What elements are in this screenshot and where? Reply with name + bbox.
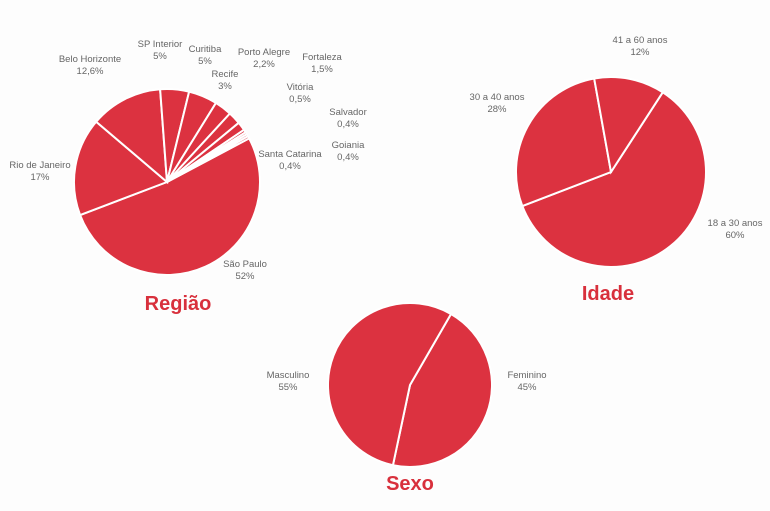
slice-value: 0,5% (289, 94, 311, 105)
pie-slice (94, 88, 169, 185)
slice-value: 0,4% (337, 119, 359, 130)
chart-title: Idade (582, 283, 634, 305)
pie-slice (391, 312, 493, 468)
slice-value: 2,2% (253, 59, 275, 70)
slice-value: 55% (278, 382, 298, 393)
slice-label: Belo Horizonte (59, 54, 121, 65)
chart-title: Região (145, 293, 212, 315)
slice-label: Vitória (287, 82, 314, 93)
slice-label: 30 a 40 anos (470, 92, 525, 103)
slice-label: Fortaleza (302, 52, 342, 63)
slice-label: 18 a 30 anos (708, 218, 763, 229)
pie-slice (515, 77, 613, 208)
pie-slice (327, 302, 453, 467)
slice-value: 0,4% (337, 152, 359, 163)
slice-value: 17% (30, 172, 50, 183)
slice-label: Salvador (329, 107, 367, 118)
pie-slice (73, 120, 169, 217)
slice-label: 41 a 60 anos (613, 35, 668, 46)
slice-label: Rio de Janeiro (9, 160, 70, 171)
slice-value: 45% (517, 382, 537, 393)
slice-value: 60% (725, 230, 745, 241)
slice-value: 52% (235, 271, 255, 282)
slice-label: São Paulo (223, 259, 267, 270)
slice-value: 12,6% (77, 66, 104, 77)
slice-label: Recife (212, 69, 239, 80)
pie-slice (521, 90, 707, 268)
slice-value: 12% (630, 47, 650, 58)
slice-value: 3% (218, 81, 232, 92)
slice-label: SP Interior (138, 39, 183, 50)
slice-value: 5% (153, 51, 167, 62)
slice-value: 1,5% (311, 64, 333, 75)
chart-title: Sexo (386, 473, 434, 495)
slice-label: Porto Alegre (238, 47, 290, 58)
slice-label: Feminino (507, 370, 546, 381)
slice-label: Goiania (332, 140, 365, 151)
slice-value: 0,4% (279, 161, 301, 172)
slice-value: 28% (487, 104, 507, 115)
pie-slice (166, 134, 251, 183)
slice-label: Santa Catarina (258, 149, 322, 160)
slice-value: 5% (198, 56, 212, 67)
pie-slice (78, 136, 261, 276)
pie-slice (593, 76, 665, 175)
slice-label: Curitiba (189, 44, 222, 55)
slice-label: Masculino (267, 370, 310, 381)
